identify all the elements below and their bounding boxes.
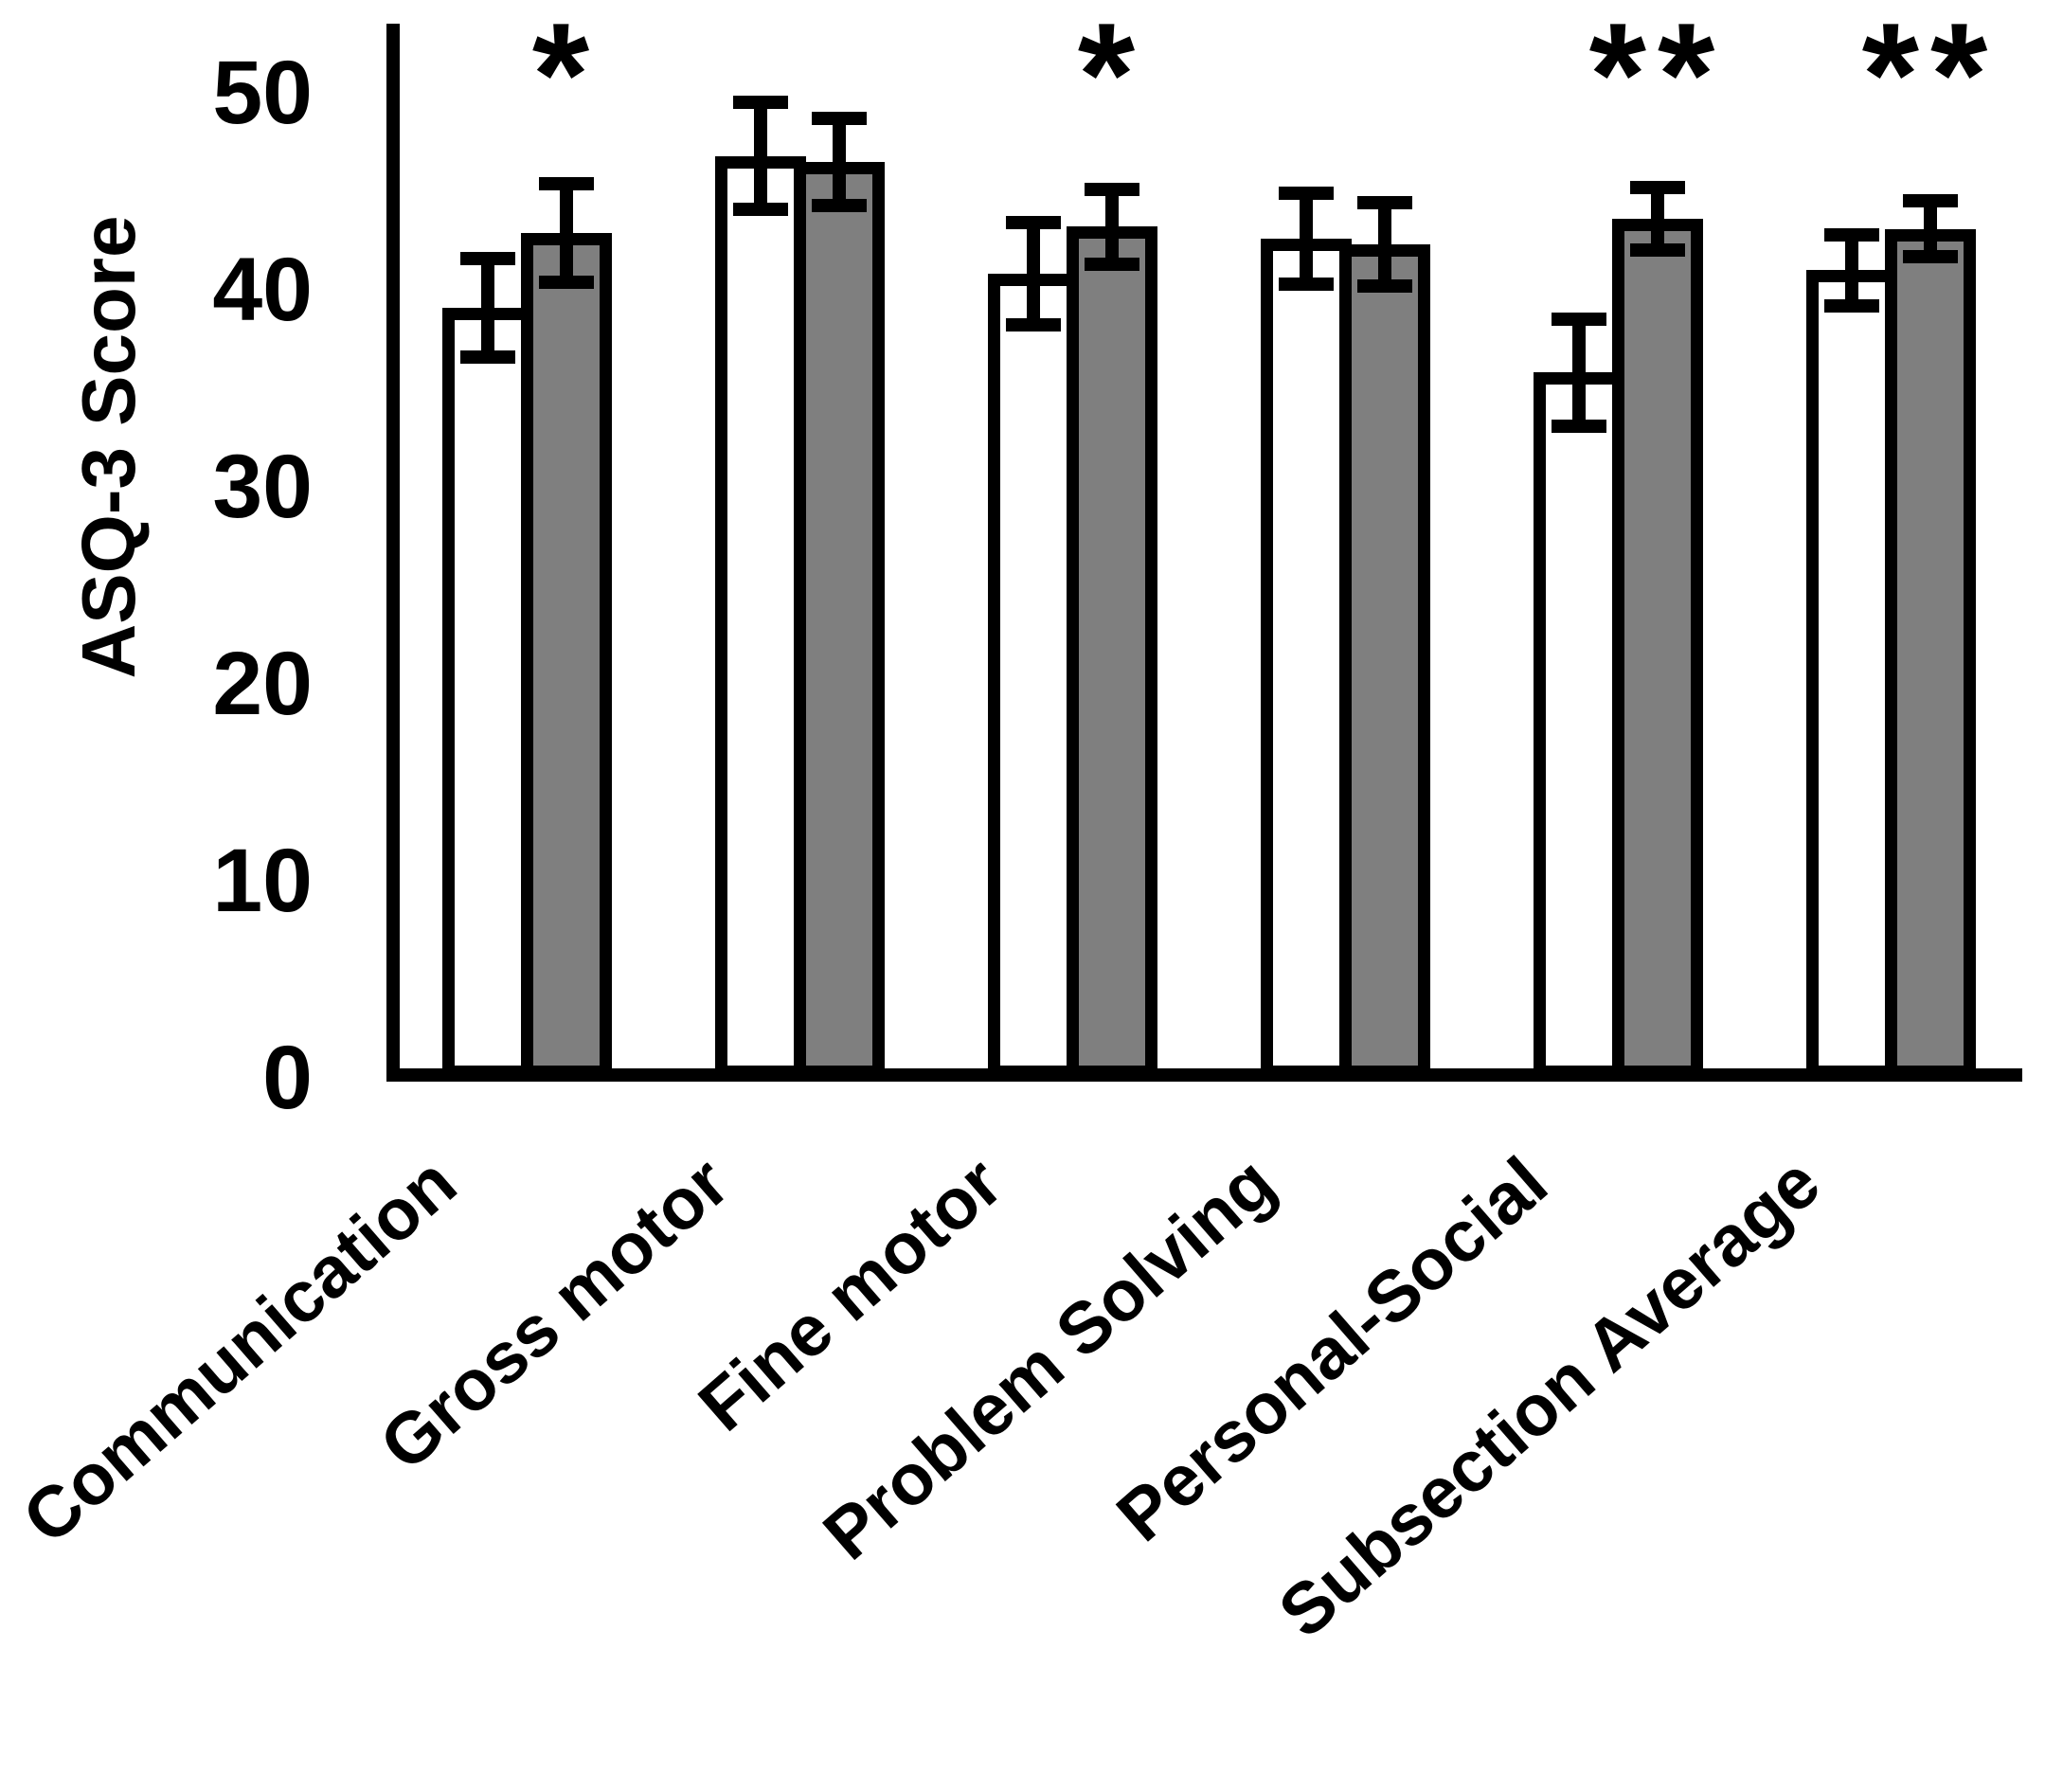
error-bar-cap-bottom xyxy=(1006,318,1061,332)
error-bar-cap-top xyxy=(1357,196,1412,210)
bar-gray-4 xyxy=(1612,219,1703,1078)
y-axis-line xyxy=(386,24,400,1082)
error-bar-cap-bottom xyxy=(1630,243,1685,258)
significance-marker-0: * xyxy=(531,0,601,156)
error-bar-line xyxy=(754,102,767,209)
error-bar-cap-top xyxy=(1630,180,1685,194)
error-bar-line xyxy=(1845,234,1858,306)
error-bar-cap-top xyxy=(733,96,788,110)
error-bar-cap-bottom xyxy=(460,349,515,364)
error-bar-cap-top xyxy=(1903,194,1958,208)
error-bar-cap-top xyxy=(539,176,594,190)
error-bar-cap-top xyxy=(1824,227,1879,242)
error-bar-cap-top xyxy=(812,112,867,126)
error-bar-cap-bottom xyxy=(1357,278,1412,293)
y-tick-label-50: 50 xyxy=(212,43,313,143)
error-bar-line xyxy=(560,183,573,282)
y-tick-label-40: 40 xyxy=(212,240,313,340)
bar-white-5 xyxy=(1806,270,1897,1078)
error-bar-cap-bottom xyxy=(539,275,594,289)
error-bar-cap-bottom xyxy=(1552,419,1606,433)
significance-marker-2: * xyxy=(1077,0,1147,156)
error-bar-cap-bottom xyxy=(1279,277,1334,291)
error-bar-cap-bottom xyxy=(1085,257,1139,271)
bar-white-0 xyxy=(442,307,533,1078)
bar-white-2 xyxy=(988,274,1079,1078)
error-bar-line xyxy=(1378,203,1391,286)
error-bar-cap-top xyxy=(1552,313,1606,327)
error-bar-line xyxy=(1924,201,1937,257)
bar-gray-1 xyxy=(794,161,885,1078)
error-bar-line xyxy=(1572,319,1586,426)
bar-gray-3 xyxy=(1339,244,1430,1078)
bar-gray-0 xyxy=(521,232,612,1078)
error-bar-cap-bottom xyxy=(733,202,788,216)
error-bar-cap-top xyxy=(1006,216,1061,230)
bar-gray-5 xyxy=(1885,228,1976,1078)
bar-white-3 xyxy=(1261,238,1352,1078)
y-tick-label-10: 10 xyxy=(212,831,313,931)
significance-marker-4: ** xyxy=(1588,0,1727,156)
y-tick-label-0: 0 xyxy=(262,1028,313,1128)
error-bar-cap-top xyxy=(1085,182,1139,196)
error-bar-cap-bottom xyxy=(1903,249,1958,263)
error-bar-line xyxy=(1300,193,1313,284)
y-tick-label-30: 30 xyxy=(212,437,313,537)
error-bar-cap-top xyxy=(460,251,515,265)
error-bar-line xyxy=(1651,187,1664,251)
bar-white-4 xyxy=(1534,372,1624,1078)
error-bar-line xyxy=(1105,188,1119,264)
error-bar-cap-top xyxy=(1279,187,1334,201)
bar-gray-2 xyxy=(1067,226,1157,1078)
error-bar-cap-bottom xyxy=(1824,298,1879,313)
error-bar-line xyxy=(481,258,494,357)
y-tick-label-20: 20 xyxy=(212,634,313,734)
error-bar-cap-bottom xyxy=(812,198,867,212)
error-bar-line xyxy=(833,118,846,206)
bar-white-1 xyxy=(715,155,806,1078)
error-bar-line xyxy=(1027,223,1040,326)
significance-marker-5: ** xyxy=(1861,0,2000,156)
